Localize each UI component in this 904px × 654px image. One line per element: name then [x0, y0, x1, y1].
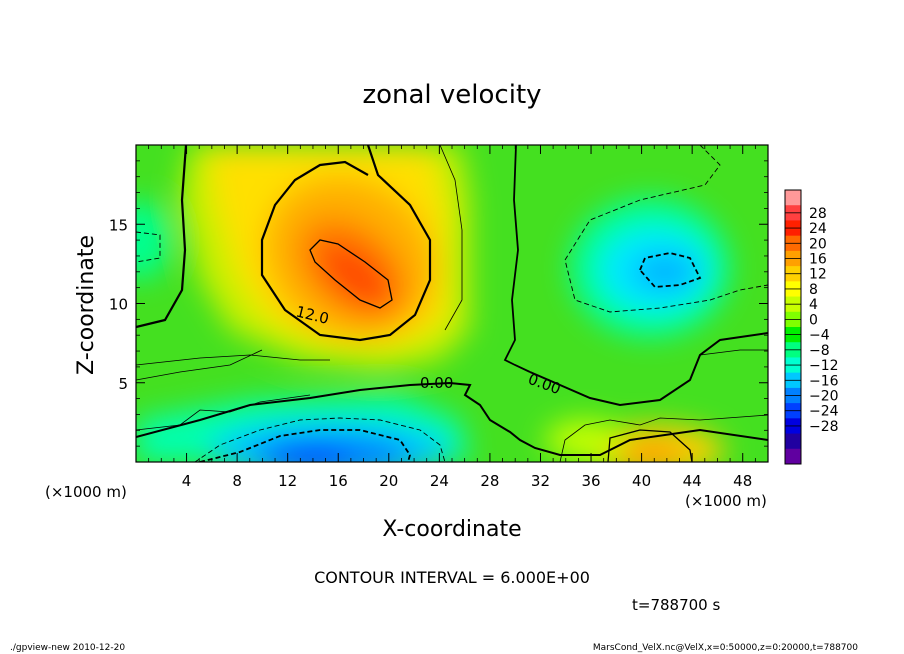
x-tick-label: 28	[480, 472, 499, 490]
colorbar-label: −4	[809, 328, 830, 344]
colorbar-label: 0	[809, 312, 818, 328]
time-label: t=788700 s	[632, 596, 720, 614]
contour-label: 0.00	[420, 374, 453, 392]
y-axis: 5 10 15	[109, 160, 768, 447]
colorbar-label: −28	[809, 419, 839, 435]
footer-left: ./gpview-new 2010-12-20	[10, 643, 125, 653]
x-tick-label: 16	[329, 472, 348, 490]
colorbar-swatch	[785, 190, 801, 206]
x-unit-left: (×1000 m)	[45, 483, 127, 501]
colorbar-label: −12	[809, 358, 839, 374]
x-tick-label: 20	[379, 472, 398, 490]
x-tick-label: 4	[182, 472, 192, 490]
colorbar-label: −20	[809, 389, 839, 405]
colorbar-frame	[784, 189, 802, 465]
contour-interval: CONTOUR INTERVAL = 6.000E+00	[314, 568, 590, 587]
colorbar-label: −16	[809, 373, 839, 389]
colorbar-label: 4	[809, 297, 818, 313]
colorbar-label: 12	[809, 267, 827, 283]
chart-title: zonal velocity	[362, 80, 541, 110]
colorbar-label: −8	[809, 343, 830, 359]
colorbar-label: 8	[809, 282, 818, 298]
colorbar-swatch	[785, 433, 801, 450]
colorbar-swatch	[785, 448, 801, 465]
plot-field: 12.0 0.00 0.00	[136, 145, 768, 462]
colorbar-label: 16	[809, 252, 827, 268]
x-axis-label: X-coordinate	[382, 517, 521, 542]
x-tick-label: 12	[278, 472, 297, 490]
colorbar-label: 20	[809, 236, 827, 252]
x-tick-label: 36	[581, 472, 600, 490]
x-unit-right: (×1000 m)	[685, 492, 767, 510]
x-tick-label: 40	[632, 472, 651, 490]
y-tick-label: 10	[109, 296, 128, 314]
y-tick-label: 15	[109, 216, 128, 234]
colorbar-label: −24	[809, 404, 839, 420]
x-tick-label: 44	[683, 472, 702, 490]
x-axis: 4 8 12 16 20 24 28 32 36 40 44 48	[148, 145, 756, 490]
y-tick-label: 5	[118, 375, 128, 393]
x-tick-label: 24	[430, 472, 449, 490]
x-tick-label: 48	[733, 472, 752, 490]
colorbar-label: 28	[809, 206, 827, 222]
footer-right: MarsCond_VelX.nc@VelX,x=0:50000,z=0:2000…	[593, 643, 858, 653]
y-axis-label: Z-coordinate	[74, 235, 99, 375]
x-tick-label: 32	[531, 472, 550, 490]
x-tick-label: 8	[232, 472, 242, 490]
colorbar-label: 24	[809, 221, 827, 237]
